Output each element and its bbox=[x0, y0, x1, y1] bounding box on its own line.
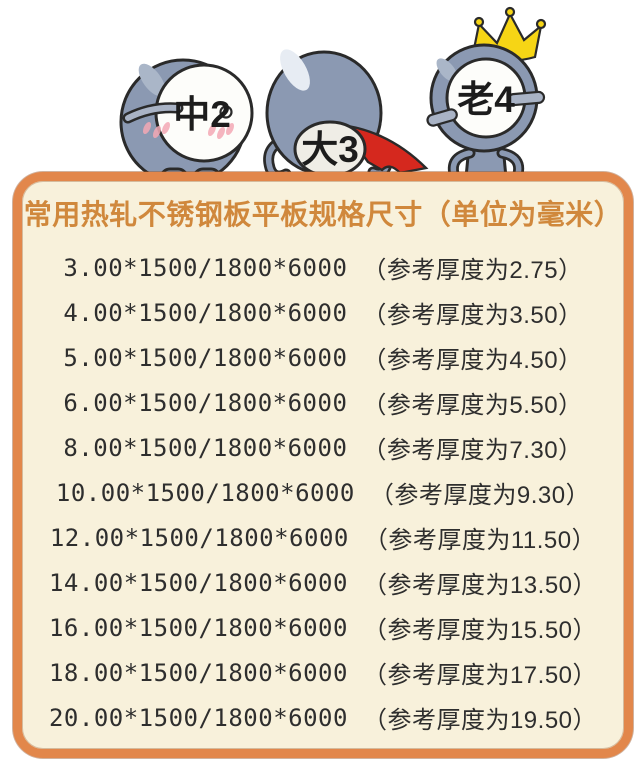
mascot-da3-label: 大3 bbox=[301, 129, 359, 170]
strap-knob bbox=[219, 105, 233, 119]
mascot-lao4-label: 老4 bbox=[457, 79, 515, 120]
helmet-strap bbox=[125, 104, 181, 121]
spec-row: 8.00*1500/1800*6000 （参考厚度为7.30） bbox=[22, 425, 624, 470]
blush-mark bbox=[217, 126, 225, 140]
spec-size: 18.00*1500/1800*6000 bbox=[48, 658, 348, 687]
spec-thickness-note: （参考厚度为11.50） bbox=[363, 527, 597, 554]
blush-mark bbox=[208, 123, 216, 137]
spec-size: 4.00*1500/1800*6000 bbox=[63, 298, 348, 327]
spec-size: 12.00*1500/1800*6000 bbox=[49, 523, 349, 552]
mascot-illustration: 中2 大3 bbox=[119, 6, 547, 197]
spec-thickness-note: （参考厚度为2.75） bbox=[362, 257, 583, 284]
spec-row: 20.00*1500/1800*6000 （参考厚度为19.50） bbox=[22, 695, 624, 740]
spec-row: 4.00*1500/1800*6000 （参考厚度为3.50） bbox=[22, 290, 624, 335]
spec-row: 14.00*1500/1800*6000 （参考厚度为13.50） bbox=[22, 560, 624, 605]
spec-row: 18.00*1500/1800*6000 （参考厚度为17.50） bbox=[22, 650, 624, 695]
spec-rows: 3.00*1500/1800*6000 （参考厚度为2.75） 4.00*1500/… bbox=[22, 245, 624, 740]
spec-thickness-note: （参考厚度为15.50） bbox=[362, 617, 598, 644]
spec-size: 20.00*1500/1800*6000 bbox=[48, 703, 348, 732]
head-shine bbox=[280, 49, 310, 91]
spec-size: 8.00*1500/1800*6000 bbox=[63, 433, 348, 462]
hood-band-left bbox=[426, 108, 458, 127]
spec-row: 5.00*1500/1800*6000 （参考厚度为4.50） bbox=[22, 335, 624, 380]
spec-thickness-note: （参考厚度为4.50） bbox=[362, 347, 583, 374]
spec-row: 12.00*1500/1800*6000 （参考厚度为11.50） bbox=[22, 515, 624, 560]
hood-band-right bbox=[506, 90, 546, 107]
mascot-zhong2-label: 中2 bbox=[173, 94, 231, 135]
spec-row: 10.00*1500/1800*6000 （参考厚度为9.30） bbox=[22, 470, 624, 515]
spec-row: 3.00*1500/1800*6000 （参考厚度为2.75） bbox=[22, 245, 624, 290]
crown-tip bbox=[535, 18, 547, 30]
body-shine bbox=[138, 63, 166, 97]
spec-thickness-note: （参考厚度为17.50） bbox=[362, 662, 598, 689]
spec-thickness-note: （参考厚度为9.30） bbox=[369, 482, 591, 509]
spec-size: 3.00*1500/1800*6000 bbox=[63, 253, 348, 282]
panel-title: 常用热轧不锈钢板平板规格尺寸（单位为毫米） bbox=[23, 199, 623, 230]
spec-thickness-note: （参考厚度为7.30） bbox=[362, 437, 583, 464]
blush-mark bbox=[162, 121, 170, 135]
spec-row: 6.00*1500/1800*6000 （参考厚度为5.50） bbox=[22, 380, 624, 425]
blush-mark bbox=[143, 121, 151, 135]
spec-thickness-note: （参考厚度为13.50） bbox=[362, 572, 598, 599]
mascot-da3: 大3 bbox=[263, 49, 429, 182]
spec-thickness-note: （参考厚度为3.50） bbox=[362, 302, 583, 329]
spec-size: 5.00*1500/1800*6000 bbox=[63, 343, 348, 372]
spec-size: 6.00*1500/1800*6000 bbox=[63, 388, 348, 417]
crown-tip bbox=[473, 16, 485, 28]
spec-panel: 常用热轧不锈钢板平板规格尺寸（单位为毫米） 3.00*1500/1800*600… bbox=[13, 172, 633, 758]
mascot-lao4: 老4 bbox=[426, 6, 547, 190]
spec-size: 14.00*1500/1800*6000 bbox=[48, 568, 348, 597]
spec-thickness-note: （参考厚度为5.50） bbox=[362, 392, 583, 419]
blush-mark bbox=[153, 125, 161, 139]
crown-tip bbox=[504, 6, 516, 18]
spec-size: 10.00*1500/1800*6000 bbox=[55, 478, 355, 507]
spec-row: 16.00*1500/1800*6000 （参考厚度为15.50） bbox=[22, 605, 624, 650]
spec-thickness-note: （参考厚度为19.50） bbox=[362, 707, 598, 734]
spec-size: 16.00*1500/1800*6000 bbox=[48, 613, 348, 642]
blush-mark bbox=[226, 122, 234, 136]
